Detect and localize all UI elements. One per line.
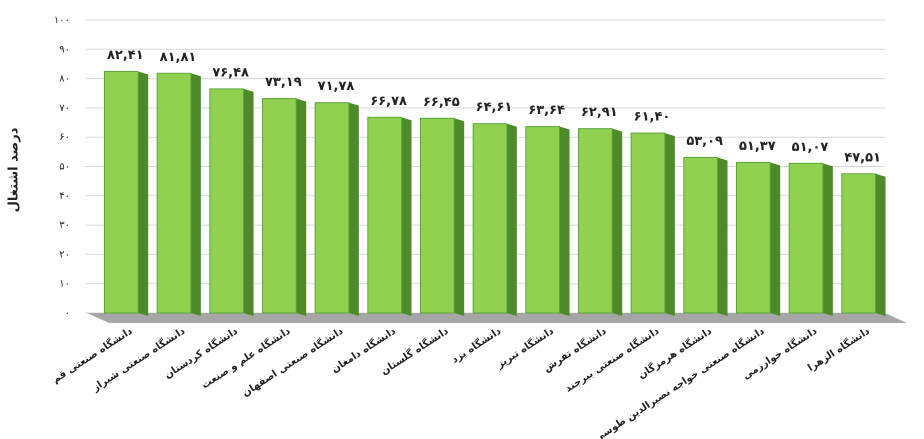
bar-side <box>138 71 149 316</box>
value-label: ۶۱,۴۰ <box>634 110 671 125</box>
bar <box>367 116 403 314</box>
y-tick-label: ۵۰ <box>59 162 70 173</box>
x-tick-label: دانشگاه یزد <box>449 324 504 366</box>
value-label: ۷۶,۴۸ <box>212 65 249 80</box>
bar-side <box>875 173 886 316</box>
x-tick-label: دانشگاه علم و صنعت <box>199 324 293 391</box>
bar <box>103 71 139 314</box>
y-tick-label: ۳۰ <box>59 220 70 231</box>
bar <box>577 128 613 314</box>
y-tick-label: ۷۰ <box>59 103 70 114</box>
y-axis-label: درصد اشتغال <box>7 127 22 212</box>
bar-side <box>506 123 517 316</box>
bar <box>788 162 824 314</box>
bar <box>314 102 350 314</box>
bar <box>841 173 877 314</box>
y-tick-label: ۸۰ <box>59 74 70 85</box>
y-tick-label: ۱۰۰ <box>54 15 70 26</box>
x-tick-label: دانشگاه صنعتی اصفهان <box>239 324 345 399</box>
value-label: ۶۳,۶۴ <box>528 103 565 118</box>
value-label: ۶۲,۹۱ <box>581 105 618 120</box>
bar <box>261 98 297 314</box>
value-label: ۶۶,۷۸ <box>370 94 407 109</box>
y-tick-label: ۲۰ <box>59 249 70 260</box>
value-label: ۵۳,۰۹ <box>686 134 723 149</box>
bar <box>630 132 666 314</box>
bar <box>472 123 508 314</box>
bar <box>735 161 771 314</box>
bar <box>419 117 455 314</box>
bar-side <box>822 163 833 316</box>
bar-side <box>296 98 307 316</box>
value-label: ۶۴,۶۱ <box>476 100 513 115</box>
y-tick-label: ۴۰ <box>59 191 70 202</box>
bar <box>525 126 561 314</box>
value-label: ۷۱,۷۸ <box>318 79 355 94</box>
bar-side <box>770 162 781 316</box>
bar-side <box>243 88 254 316</box>
value-label: ۸۱,۸۱ <box>160 50 197 65</box>
bar-side <box>348 102 359 316</box>
value-label: ۵۱,۰۷ <box>792 140 829 155</box>
bar-side <box>612 128 623 316</box>
bar-side <box>454 118 465 316</box>
value-label: ۷۳,۱۹ <box>265 75 302 90</box>
bar-side <box>717 157 728 316</box>
bar <box>156 72 192 314</box>
y-tick-label: ۹۰ <box>59 44 70 55</box>
x-tick-label: دانشگاه صنعتی شیراز <box>89 324 187 394</box>
x-tick-label: دانشگاه صنعتی خواجه نصیرالدین طوسی <box>591 324 767 439</box>
x-tick-label: دانشگاه صنعتی بیرجند <box>562 324 661 395</box>
y-tick-label: ۶۰ <box>59 132 70 143</box>
bar-side <box>401 117 412 317</box>
y-tick-label: ۱۰ <box>59 279 70 290</box>
value-label: ۸۲,۴۱ <box>107 48 144 63</box>
value-label: ۵۱,۳۷ <box>739 139 776 154</box>
floor <box>87 313 907 323</box>
bar-side <box>559 126 570 317</box>
y-tick-label: ۰ <box>65 308 70 319</box>
value-label: ۴۷,۵۱ <box>844 150 881 165</box>
bar <box>209 88 245 314</box>
bar-side <box>190 73 201 317</box>
value-label: ۶۶,۴۵ <box>423 95 460 110</box>
bar-side <box>664 133 675 316</box>
bar <box>683 156 719 314</box>
